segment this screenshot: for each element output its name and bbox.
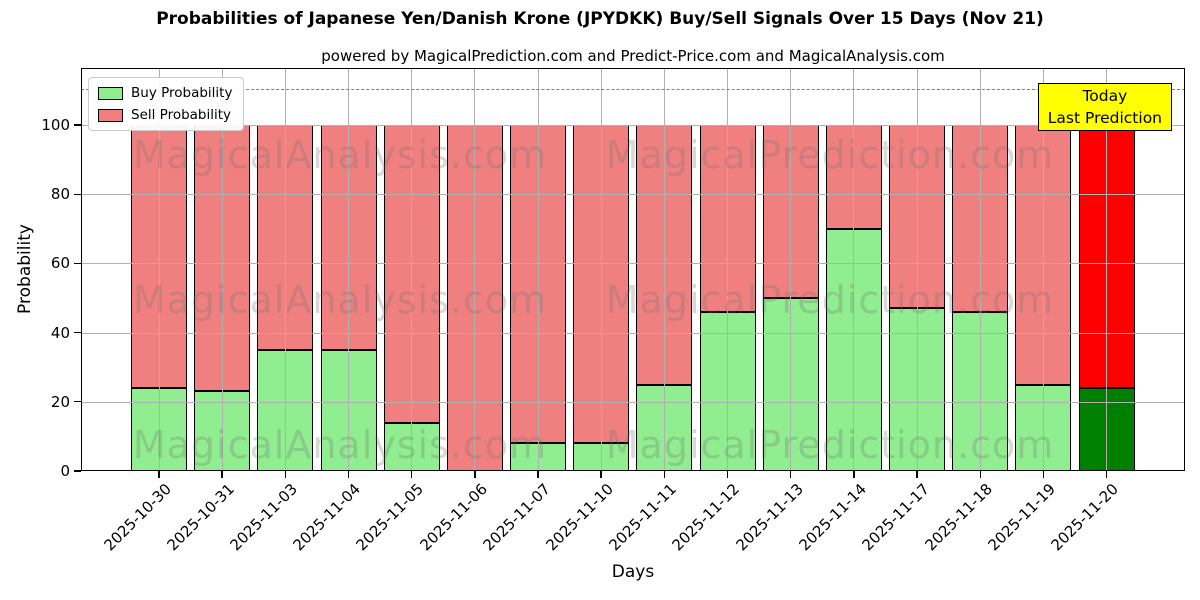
dashed-threshold-line — [81, 89, 1185, 91]
y-tick-mark — [74, 193, 81, 195]
y-tick-mark — [74, 262, 81, 265]
gridline-vertical — [916, 68, 918, 471]
watermark-text: MagicalPrediction.com — [605, 423, 1055, 467]
legend-item-buy: Buy Probability — [98, 85, 232, 101]
watermark-text: MagicalPrediction.com — [605, 278, 1055, 322]
y-tick-mark — [74, 124, 81, 126]
legend-swatch-buy-icon — [98, 86, 123, 100]
x-axis-label: Days — [611, 562, 655, 582]
gridline-horizontal — [81, 263, 1185, 265]
gridline-vertical — [537, 68, 539, 471]
gridline-vertical — [1106, 68, 1108, 471]
legend: Buy Probability Sell Probability — [88, 77, 245, 131]
x-tick-mark — [474, 471, 476, 478]
legend-label-sell: Sell Probability — [131, 107, 232, 123]
legend-label-buy: Buy Probability — [131, 85, 233, 101]
x-tick-mark — [221, 471, 223, 478]
x-tick-mark — [347, 471, 350, 478]
y-tick-mark — [74, 401, 81, 403]
legend-swatch-sell-icon — [98, 108, 123, 122]
today-annotation: Today Last Prediction — [1037, 83, 1172, 131]
gridline-horizontal — [81, 125, 1185, 126]
x-tick-mark — [284, 471, 287, 478]
gridline-horizontal — [81, 194, 1185, 196]
watermark-text: MagicalAnalysis.com — [132, 133, 548, 177]
today-annotation-line1: Today — [1082, 87, 1128, 105]
gridline-vertical — [1042, 68, 1044, 471]
watermark-text: MagicalAnalysis.com — [132, 278, 548, 322]
y-tick-mark — [74, 331, 81, 334]
x-tick-mark — [600, 471, 602, 478]
legend-item-sell: Sell Probability — [98, 107, 232, 123]
gridline-vertical — [853, 68, 855, 471]
gridline-vertical — [411, 68, 413, 471]
watermark-text: MagicalAnalysis.com — [132, 423, 548, 467]
x-tick-mark — [916, 471, 918, 478]
gridline-horizontal — [81, 332, 1185, 334]
x-tick-mark — [1105, 471, 1108, 478]
gridline-vertical — [348, 68, 349, 471]
gridline-vertical — [600, 68, 602, 471]
x-tick-mark — [663, 471, 666, 478]
chart-title: Probabilities of Japanese Yen/Danish Kro… — [156, 9, 1044, 29]
x-tick-mark — [158, 471, 160, 478]
watermark-text: MagicalPrediction.com — [605, 133, 1055, 177]
gridline-vertical — [979, 68, 981, 471]
gridline-vertical — [221, 68, 223, 471]
gridline-vertical — [727, 68, 729, 471]
x-tick-mark — [726, 471, 729, 478]
y-tick-mark — [74, 470, 81, 472]
x-tick-mark — [979, 471, 981, 478]
today-annotation-line2: Last Prediction — [1047, 109, 1162, 127]
x-tick-mark — [537, 471, 539, 478]
gridline-vertical — [790, 68, 792, 471]
x-tick-mark — [410, 471, 413, 478]
x-tick-mark — [853, 471, 855, 478]
gridline-horizontal — [81, 401, 1185, 403]
x-tick-mark — [1042, 471, 1045, 478]
gridline-vertical — [158, 68, 160, 471]
gridline-vertical — [284, 68, 286, 471]
gridline-vertical — [474, 68, 476, 471]
gridline-vertical — [663, 68, 665, 471]
chart-subtitle: powered by MagicalPrediction.com and Pre… — [321, 47, 945, 65]
x-tick-mark — [790, 471, 792, 478]
